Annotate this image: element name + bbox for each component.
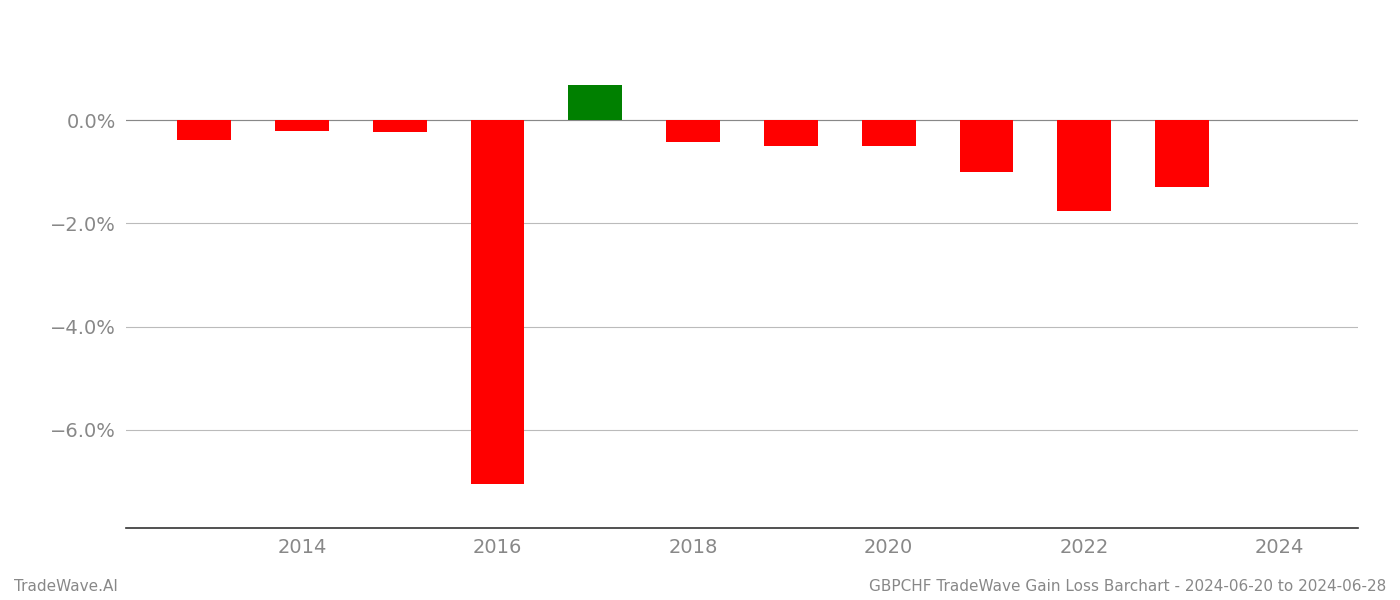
Bar bbox=[470, 120, 525, 484]
Bar bbox=[959, 120, 1014, 172]
Text: GBPCHF TradeWave Gain Loss Barchart - 2024-06-20 to 2024-06-28: GBPCHF TradeWave Gain Loss Barchart - 20… bbox=[869, 579, 1386, 594]
Bar bbox=[372, 120, 427, 131]
Bar bbox=[178, 120, 231, 140]
Bar bbox=[862, 120, 916, 146]
Bar bbox=[764, 120, 818, 146]
Bar bbox=[666, 120, 720, 142]
Bar bbox=[568, 85, 622, 120]
Bar bbox=[1057, 120, 1112, 211]
Text: TradeWave.AI: TradeWave.AI bbox=[14, 579, 118, 594]
Bar bbox=[1155, 120, 1208, 187]
Bar bbox=[276, 120, 329, 131]
